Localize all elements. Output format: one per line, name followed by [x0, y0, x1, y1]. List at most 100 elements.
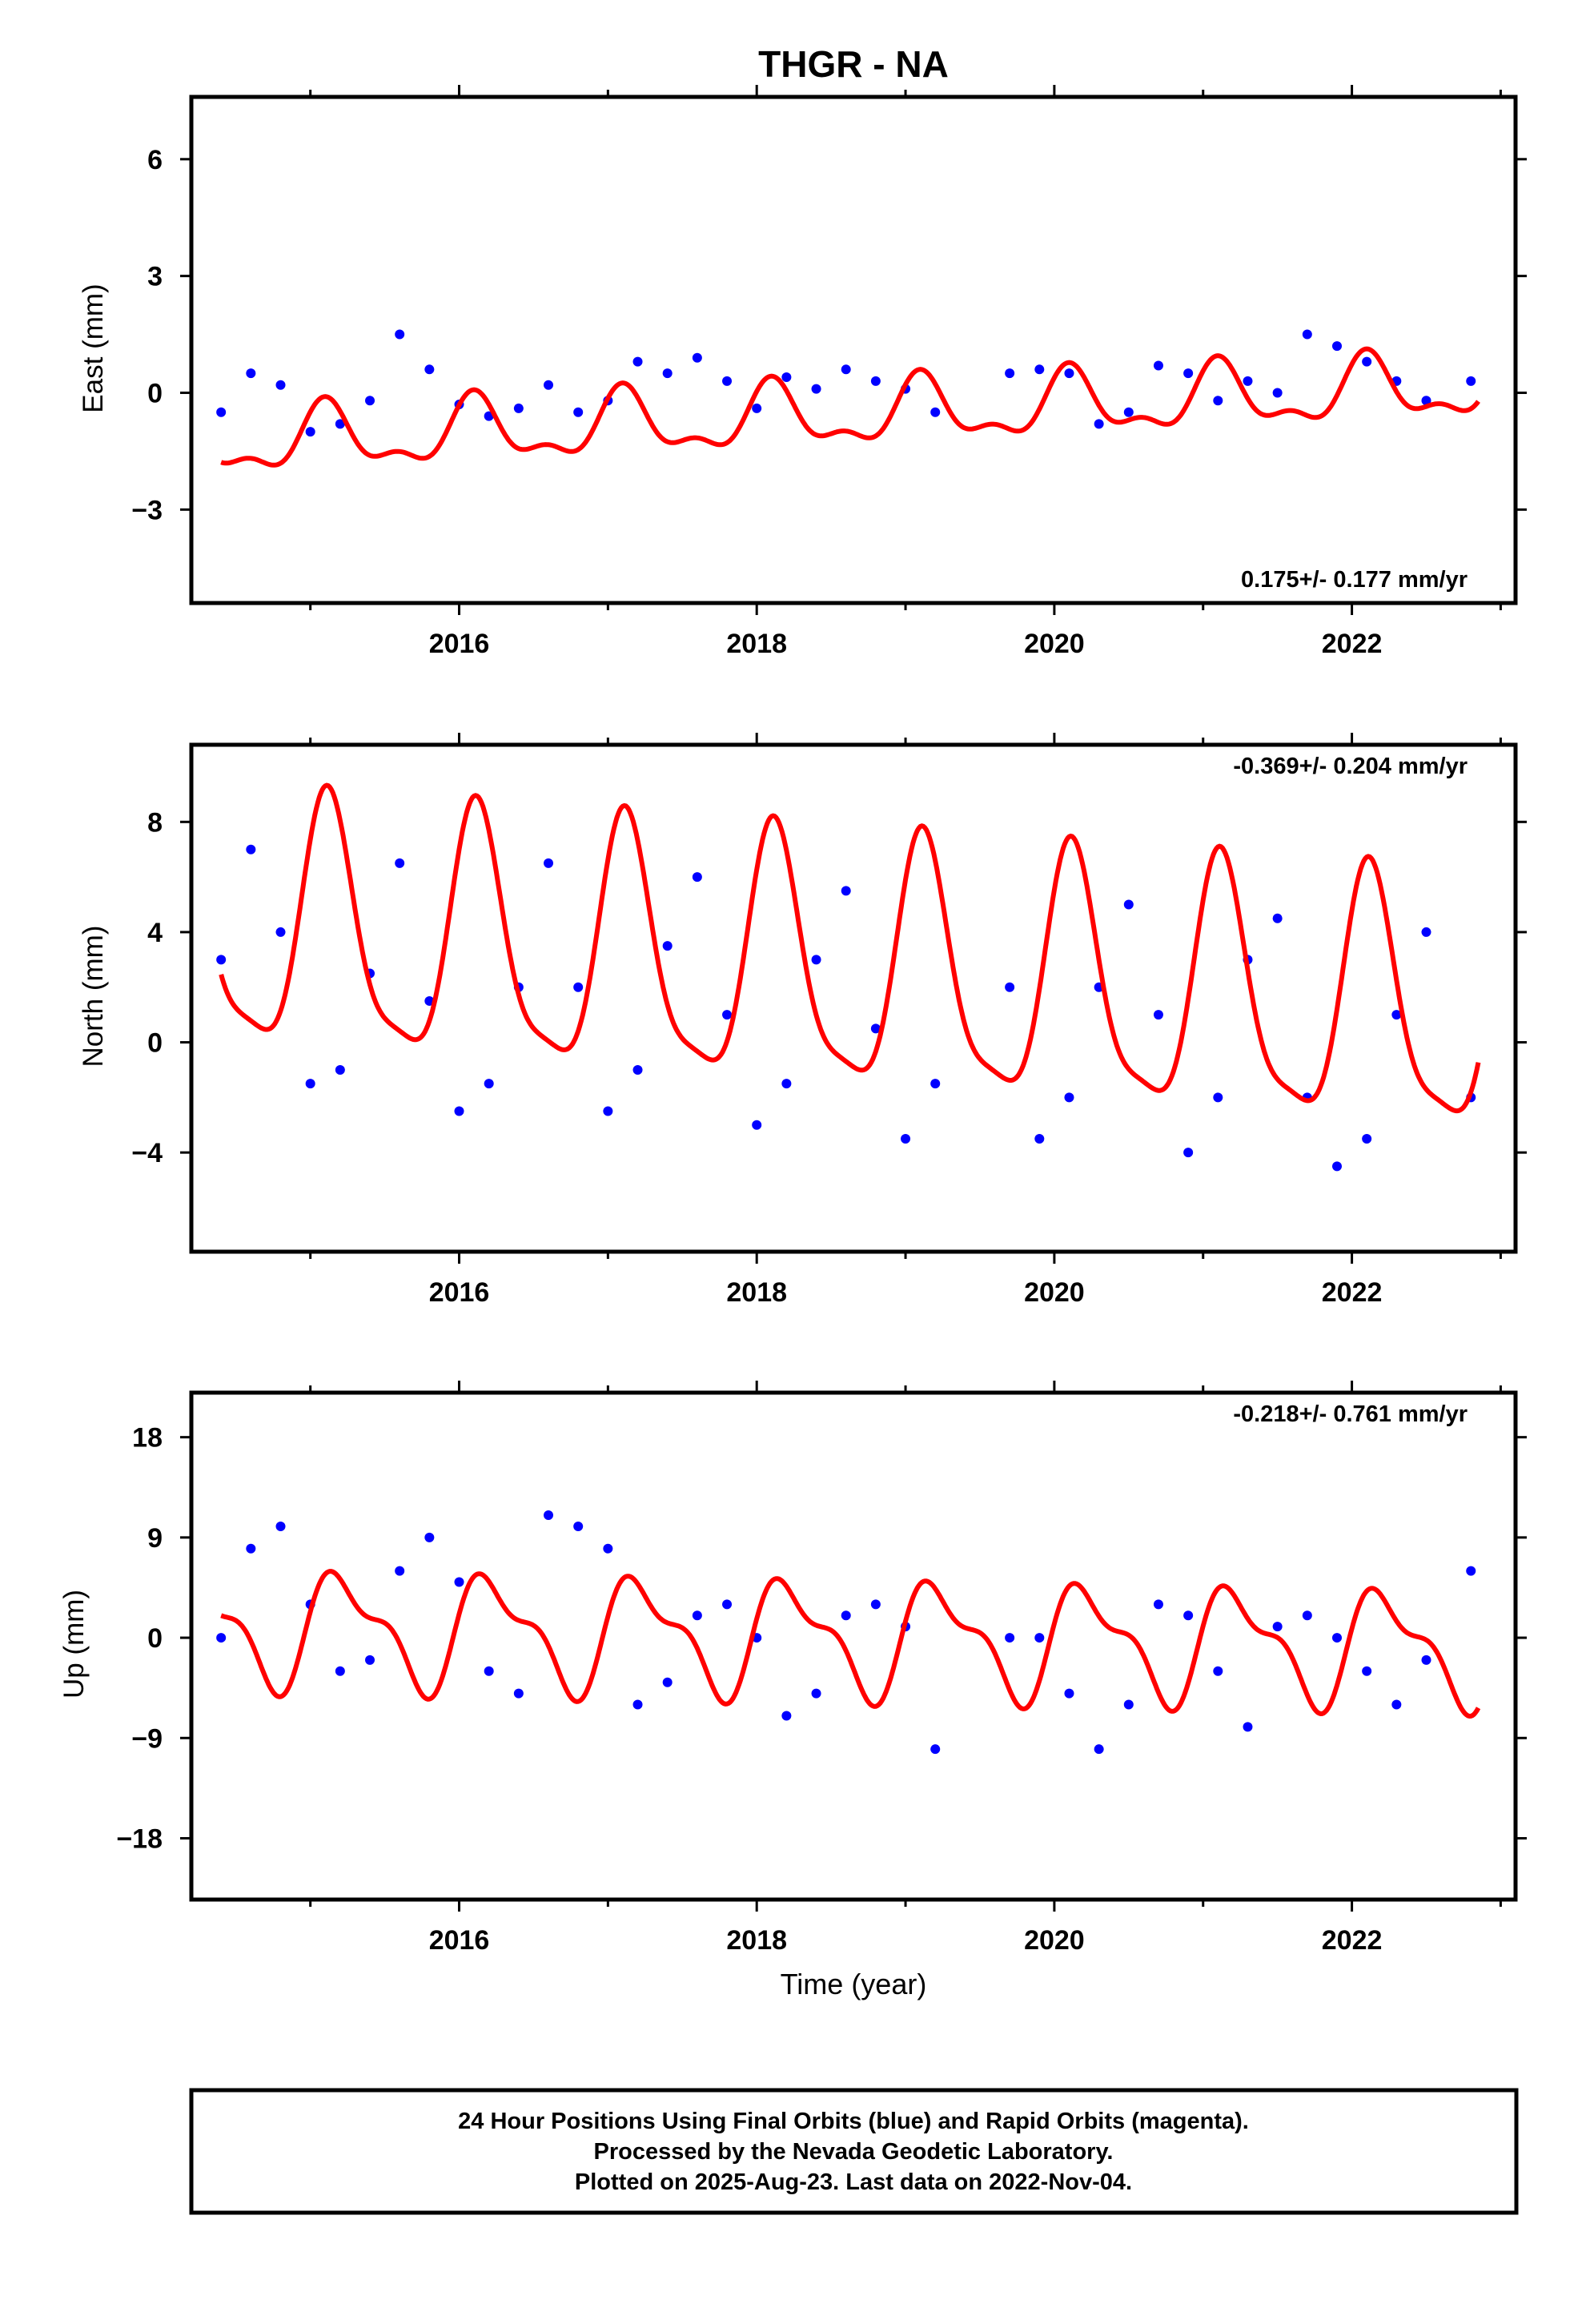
data-point	[484, 1079, 494, 1089]
data-point	[1005, 368, 1015, 379]
y-tick-label: 0	[147, 1028, 163, 1059]
north-axis-label: North (mm)	[78, 926, 109, 1068]
data-point	[1272, 1622, 1283, 1632]
data-point	[1466, 1566, 1476, 1576]
data-point	[424, 364, 435, 375]
data-point	[216, 407, 227, 417]
data-point	[692, 1610, 702, 1621]
data-point	[1391, 1010, 1402, 1020]
x-tick-label: 2016	[429, 1925, 490, 1956]
data-point	[365, 1655, 375, 1665]
data-point	[246, 844, 256, 854]
plot-frame	[189, 1390, 1518, 1902]
x-tick-label: 2016	[429, 1277, 490, 1308]
data-point	[841, 1610, 851, 1621]
data-point	[1331, 1161, 1342, 1172]
data-point	[216, 1633, 227, 1643]
data-point	[870, 376, 881, 386]
data-point	[544, 1510, 554, 1521]
data-point	[1272, 388, 1283, 398]
x-tick-label: 2016	[429, 629, 490, 659]
y-tick-label: −3	[131, 495, 163, 525]
data-point	[1034, 1133, 1045, 1144]
data-point	[275, 380, 286, 390]
x-tick-label: 2018	[726, 629, 787, 659]
data-point	[603, 1106, 613, 1116]
x-axis-label: Time (year)	[781, 1968, 927, 2000]
data-point	[275, 927, 286, 937]
data-point	[365, 396, 375, 406]
data-point	[662, 941, 673, 951]
data-point	[722, 376, 733, 386]
data-point	[1421, 927, 1431, 937]
x-tick-label: 2020	[1024, 1277, 1085, 1308]
data-point	[870, 1599, 881, 1610]
data-point	[1153, 1599, 1163, 1610]
data-point	[662, 368, 673, 379]
data-point	[573, 1521, 584, 1531]
observation-points	[216, 1510, 1476, 1755]
footer-box: 24 Hour Positions Using Final Orbits (bl…	[189, 2088, 1519, 2215]
data-point	[1213, 1666, 1223, 1676]
up-panel: Up (mm) 18 9 0 −9 −18 2016 2018 2020 2022 -0.218+…	[58, 1381, 1527, 1956]
velocity-label: -0.218+/- 0.761 mm/yr	[1233, 1401, 1468, 1427]
data-point	[305, 1079, 315, 1089]
model-fit-line	[219, 782, 1481, 1114]
north-panel: North (mm) 8 4 0 −4 2016 2018 2020 2022 -0.369+/…	[78, 733, 1527, 1308]
data-point	[246, 368, 256, 379]
data-point	[1153, 1010, 1163, 1020]
data-point	[841, 886, 851, 896]
data-point	[930, 1744, 941, 1755]
data-point	[335, 1064, 345, 1075]
data-point	[1391, 1699, 1402, 1710]
data-point	[573, 407, 584, 417]
data-point	[1272, 913, 1283, 923]
y-tick-label: 18	[132, 1423, 163, 1454]
data-point	[216, 955, 227, 965]
x-tick-label: 2020	[1024, 1925, 1085, 1956]
east-panel: East (mm) 6 3 0 −3 2016 2018 2020 2022 0.175+/- …	[78, 85, 1527, 659]
data-point	[275, 1521, 286, 1531]
data-point	[395, 858, 405, 868]
data-point	[1005, 1633, 1015, 1643]
data-point	[246, 1543, 256, 1554]
data-point	[335, 419, 345, 429]
data-point	[841, 364, 851, 375]
data-point	[1034, 1633, 1045, 1643]
data-point	[930, 1079, 941, 1089]
y-tick-label: 0	[147, 378, 163, 408]
y-tick-label: −18	[116, 1823, 163, 1854]
data-point	[1362, 1133, 1372, 1144]
y-tick-label: 9	[147, 1523, 163, 1554]
data-point	[1362, 356, 1372, 367]
data-point	[1243, 1722, 1253, 1732]
observation-points	[216, 329, 1476, 437]
velocity-label: 0.175+/- 0.177 mm/yr	[1241, 567, 1468, 593]
data-point	[1331, 341, 1342, 352]
data-point	[305, 427, 315, 437]
plot-frame	[189, 742, 1518, 1254]
data-point	[1153, 360, 1163, 371]
plot-frame	[189, 94, 1518, 605]
data-point	[1362, 1666, 1372, 1676]
data-point	[424, 1532, 435, 1542]
data-point	[901, 1133, 911, 1144]
y-tick-label: 6	[147, 145, 163, 175]
data-point	[1064, 368, 1074, 379]
data-point	[692, 872, 702, 883]
data-point	[1466, 376, 1476, 386]
data-point	[573, 982, 584, 992]
data-point	[781, 1079, 792, 1089]
y-tick-label: 4	[147, 918, 163, 948]
data-point	[632, 1064, 643, 1075]
x-tick-label: 2022	[1322, 629, 1383, 659]
data-point	[811, 384, 821, 394]
footer-line-3: Plotted on 2025-Aug-23. Last data on 202…	[575, 2169, 1132, 2195]
east-axis-label: East (mm)	[78, 283, 109, 412]
data-point	[752, 403, 762, 413]
data-point	[1421, 1655, 1431, 1665]
data-point	[781, 1711, 792, 1721]
data-point	[1183, 368, 1194, 379]
y-tick-label: 3	[147, 262, 163, 292]
